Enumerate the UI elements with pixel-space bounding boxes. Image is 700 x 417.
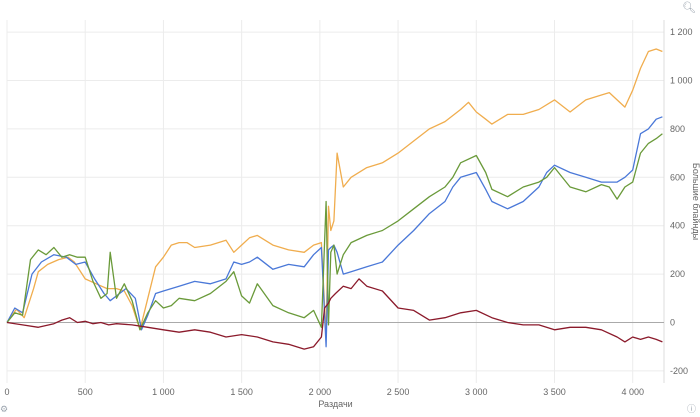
y-tick-label: 1 200 bbox=[670, 27, 693, 37]
y-axis-title: Большие блайнды bbox=[691, 163, 700, 240]
y-tick-labels: -200 0 200 400 600 800 1 000 1 200 bbox=[670, 27, 693, 376]
zoom-icon[interactable]: 🔍︎ bbox=[682, 1, 696, 14]
x-tick-labels: 0 500 1 000 1 500 2 000 2 500 3 000 3 500 4 000 bbox=[4, 387, 643, 397]
series-lines bbox=[6, 48, 663, 350]
y-tick-label: 0 bbox=[670, 318, 675, 328]
x-tick-label: 1 500 bbox=[230, 387, 253, 397]
x-tick-label: 3 500 bbox=[543, 387, 566, 397]
x-tick-label: 0 bbox=[4, 387, 9, 397]
x-tick-label: 2 000 bbox=[309, 387, 332, 397]
series-line-2 bbox=[6, 116, 663, 348]
x-axis-title: Раздачи bbox=[318, 399, 352, 409]
x-tick-label: 4 000 bbox=[621, 387, 644, 397]
info-icon[interactable]: ⓘ bbox=[686, 405, 696, 415]
y-tick-label: 600 bbox=[670, 172, 685, 182]
series-line-4 bbox=[6, 278, 663, 350]
series-line-3 bbox=[6, 133, 663, 331]
x-tick-label: 3 000 bbox=[465, 387, 488, 397]
y-tick-label: -200 bbox=[670, 366, 688, 376]
settings-icon[interactable]: ⚙ bbox=[0, 405, 9, 415]
y-tick-label: 200 bbox=[670, 269, 685, 279]
y-tick-label: 1 000 bbox=[670, 76, 693, 86]
y-tick-label: 400 bbox=[670, 221, 685, 231]
x-tick-label: 2 500 bbox=[387, 387, 410, 397]
x-tick-label: 500 bbox=[78, 387, 93, 397]
x-tick-label: 1 000 bbox=[152, 387, 175, 397]
y-tick-label: 800 bbox=[670, 124, 685, 134]
